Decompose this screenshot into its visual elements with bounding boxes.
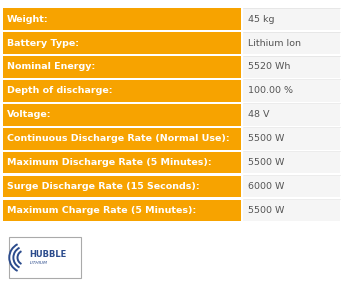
Text: 48 V: 48 V [248,110,270,119]
Bar [243,32,340,54]
Bar [3,104,241,126]
Bar [243,128,340,150]
Text: 5500 W: 5500 W [248,158,284,167]
Text: Battery Type:: Battery Type: [7,38,79,48]
Text: 45 kg: 45 kg [248,15,274,24]
Text: Maximum Discharge Rate (5 Minutes):: Maximum Discharge Rate (5 Minutes): [7,158,212,167]
Bar [243,8,340,30]
Text: Nominal Energy:: Nominal Energy: [7,63,95,71]
Bar [3,80,241,102]
Text: Voltage:: Voltage: [7,110,51,119]
Text: Maximum Charge Rate (5 Minutes):: Maximum Charge Rate (5 Minutes): [7,206,196,215]
Bar [243,176,340,197]
Bar [3,152,241,173]
Bar [3,32,241,54]
Bar [243,80,340,102]
Text: HUBBLE: HUBBLE [29,250,67,259]
Bar [243,56,340,78]
Text: 5500 W: 5500 W [248,134,284,143]
Text: Lithium Ion: Lithium Ion [248,38,301,48]
Bar [3,200,241,221]
Text: 100.00 %: 100.00 % [248,86,293,95]
Bar [243,152,340,173]
Text: LITHIUM: LITHIUM [30,261,48,265]
Text: Depth of discharge:: Depth of discharge: [7,86,113,95]
Text: 6000 W: 6000 W [248,182,284,191]
Bar [3,56,241,78]
Bar [3,128,241,150]
Bar [243,200,340,221]
Bar [3,8,241,30]
Text: Weight:: Weight: [7,15,48,24]
Text: Continuous Discharge Rate (Normal Use):: Continuous Discharge Rate (Normal Use): [7,134,229,143]
Bar [3,176,241,197]
Bar [243,104,340,126]
Text: 5500 W: 5500 W [248,206,284,215]
Text: 5520 Wh: 5520 Wh [248,63,291,71]
Text: Surge Discharge Rate (15 Seconds):: Surge Discharge Rate (15 Seconds): [7,182,200,191]
FancyBboxPatch shape [9,237,81,278]
